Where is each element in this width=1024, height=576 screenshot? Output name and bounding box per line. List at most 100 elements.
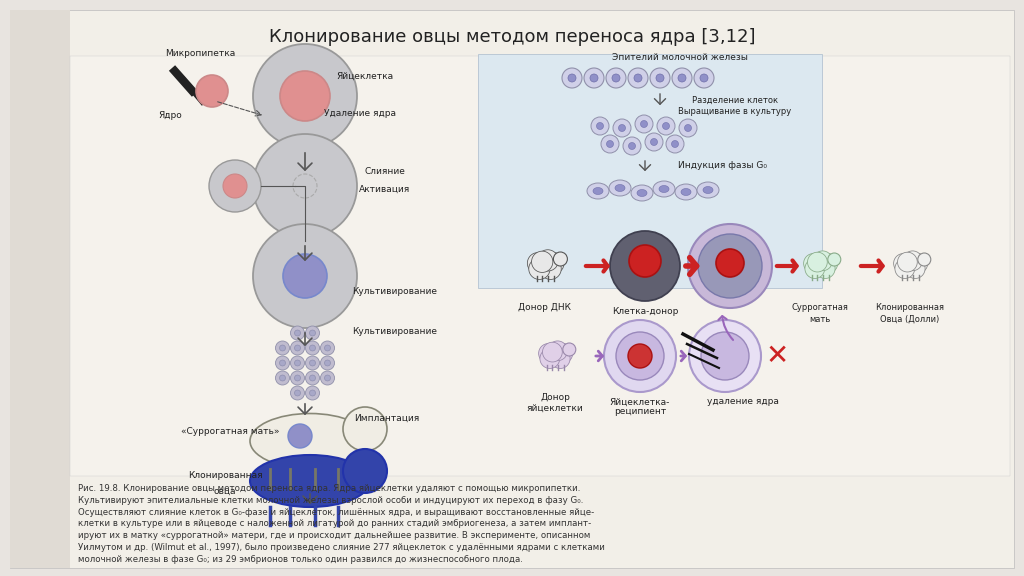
- Circle shape: [900, 256, 920, 276]
- Circle shape: [562, 68, 582, 88]
- Circle shape: [905, 259, 925, 278]
- Circle shape: [305, 326, 319, 340]
- Circle shape: [295, 360, 300, 366]
- Circle shape: [196, 75, 228, 107]
- Text: Эпителий молочной железы: Эпителий молочной железы: [612, 54, 748, 63]
- Circle shape: [275, 341, 290, 355]
- Circle shape: [663, 123, 670, 130]
- Circle shape: [283, 254, 327, 298]
- Circle shape: [688, 224, 772, 308]
- Circle shape: [604, 320, 676, 392]
- Circle shape: [584, 68, 604, 88]
- Circle shape: [698, 234, 762, 298]
- Circle shape: [295, 345, 300, 351]
- Circle shape: [628, 68, 648, 88]
- Circle shape: [629, 142, 636, 150]
- Text: Донор ДНК: Донор ДНК: [518, 304, 571, 313]
- Circle shape: [606, 141, 613, 147]
- Circle shape: [628, 344, 652, 368]
- Text: Удаление ядра: Удаление ядра: [324, 109, 396, 119]
- Circle shape: [291, 386, 304, 400]
- FancyBboxPatch shape: [478, 54, 822, 288]
- Circle shape: [640, 120, 647, 127]
- Circle shape: [275, 356, 290, 370]
- Circle shape: [635, 115, 653, 133]
- Ellipse shape: [653, 181, 675, 197]
- Circle shape: [590, 74, 598, 82]
- Text: Донор: Донор: [540, 393, 570, 403]
- Circle shape: [918, 253, 931, 266]
- Circle shape: [813, 251, 833, 271]
- Circle shape: [295, 390, 300, 396]
- Circle shape: [656, 74, 664, 82]
- Circle shape: [309, 360, 315, 366]
- Circle shape: [535, 255, 556, 276]
- Text: Ядро: Ядро: [158, 112, 182, 120]
- Circle shape: [808, 252, 827, 272]
- Circle shape: [540, 258, 561, 279]
- Circle shape: [618, 124, 626, 131]
- Text: Культивирование: Культивирование: [352, 286, 437, 295]
- Text: Рис. 19.8. Клонирование овцы методом переноса ядра. Ядра яйцеклетки удаляют с по: Рис. 19.8. Клонирование овцы методом пер…: [78, 484, 605, 564]
- Circle shape: [650, 138, 657, 146]
- Text: Клонированная: Клонированная: [187, 472, 262, 480]
- Ellipse shape: [631, 185, 653, 201]
- Circle shape: [309, 330, 315, 336]
- Ellipse shape: [659, 185, 669, 192]
- Circle shape: [280, 71, 330, 121]
- Circle shape: [253, 134, 357, 238]
- Circle shape: [309, 375, 315, 381]
- Ellipse shape: [593, 188, 603, 195]
- Text: Выращивание в культуру: Выращивание в культуру: [678, 108, 792, 116]
- Circle shape: [553, 343, 572, 363]
- Text: Культивирование: Культивирование: [352, 327, 437, 335]
- Circle shape: [343, 449, 387, 493]
- Circle shape: [629, 245, 662, 277]
- Ellipse shape: [609, 180, 631, 196]
- Circle shape: [616, 332, 664, 380]
- Text: «Суррогатная мать»: «Суррогатная мать»: [181, 426, 280, 435]
- Circle shape: [543, 252, 564, 274]
- Circle shape: [672, 68, 692, 88]
- Circle shape: [634, 74, 642, 82]
- Circle shape: [275, 371, 290, 385]
- Text: Клонирование овцы методом переноса ядра [3,12]: Клонирование овцы методом переноса ядра …: [268, 28, 756, 46]
- Circle shape: [694, 68, 714, 88]
- Text: Клетка-донор: Клетка-донор: [611, 306, 678, 316]
- Text: мать: мать: [809, 314, 830, 324]
- Circle shape: [280, 360, 286, 366]
- Circle shape: [253, 44, 357, 148]
- Text: Овца (Долли): Овца (Долли): [881, 314, 940, 324]
- FancyBboxPatch shape: [10, 10, 1014, 568]
- Text: ✕: ✕: [765, 342, 788, 370]
- Text: Яйцеклетка-: Яйцеклетка-: [610, 397, 670, 407]
- Circle shape: [591, 117, 609, 135]
- Circle shape: [700, 74, 708, 82]
- FancyBboxPatch shape: [10, 10, 70, 568]
- Circle shape: [597, 123, 603, 130]
- Circle shape: [804, 253, 823, 273]
- Circle shape: [325, 375, 331, 381]
- Circle shape: [610, 231, 680, 301]
- Circle shape: [288, 424, 312, 448]
- Circle shape: [253, 224, 357, 328]
- Circle shape: [325, 345, 331, 351]
- Text: Активация: Активация: [359, 184, 411, 194]
- Circle shape: [553, 252, 567, 266]
- Circle shape: [539, 343, 558, 363]
- Circle shape: [895, 259, 914, 278]
- Circle shape: [305, 386, 319, 400]
- Circle shape: [818, 253, 838, 273]
- Ellipse shape: [587, 183, 609, 199]
- Circle shape: [280, 375, 286, 381]
- Text: Клонированная: Клонированная: [876, 304, 944, 313]
- Circle shape: [545, 346, 565, 366]
- Circle shape: [291, 356, 304, 370]
- Circle shape: [689, 320, 761, 392]
- Ellipse shape: [637, 190, 647, 196]
- Circle shape: [894, 253, 913, 273]
- Circle shape: [209, 160, 261, 212]
- Circle shape: [678, 74, 686, 82]
- Circle shape: [305, 356, 319, 370]
- Text: Микропипетка: Микропипетка: [165, 50, 236, 59]
